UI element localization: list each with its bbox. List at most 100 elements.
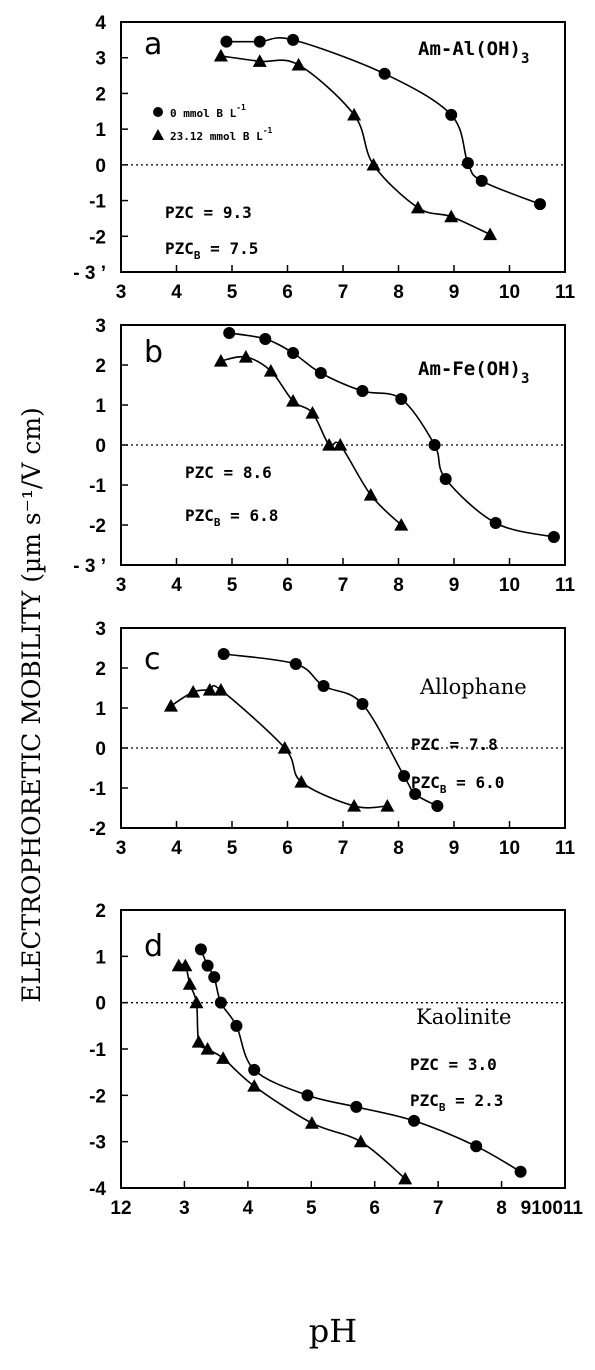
data-point-circle bbox=[439, 473, 452, 485]
data-point-circle bbox=[470, 1140, 483, 1153]
mineral-name: Am-Al(OH) bbox=[418, 38, 521, 60]
y-axis-label: ELECTROPHORETIC MOBILITY (µm s⁻¹/V cm) bbox=[17, 407, 46, 1003]
pzc-equals: = bbox=[439, 1055, 468, 1074]
data-point-circle bbox=[194, 943, 207, 956]
y-tick-label: 3 bbox=[95, 316, 106, 337]
pzc-subscript: B bbox=[214, 516, 221, 529]
data-point-circle bbox=[287, 347, 300, 359]
data-point-triangle bbox=[444, 209, 459, 223]
pzc-annotation: PZCB = 6.0 bbox=[411, 773, 504, 796]
data-point-triangle bbox=[213, 683, 228, 696]
data-point-triangle bbox=[182, 977, 197, 990]
pzc-annotation: PZC = 8.6 bbox=[185, 463, 272, 482]
data-point-triangle bbox=[410, 200, 425, 214]
mineral-label: Am-Fe(OH)3 bbox=[418, 358, 529, 387]
panel-letter: c bbox=[144, 642, 161, 677]
x-tick-label: 910011 bbox=[521, 1198, 584, 1219]
y-tick-label: 2 bbox=[95, 659, 106, 680]
data-point-triangle bbox=[347, 107, 362, 121]
panel-letter: d bbox=[144, 929, 163, 964]
data-point-circle bbox=[378, 67, 391, 80]
pzc-subscript: B bbox=[439, 1101, 446, 1114]
data-point-triangle bbox=[483, 227, 498, 241]
pzc-value: 3.0 bbox=[468, 1055, 497, 1074]
y-tick-label: -2 bbox=[89, 227, 106, 248]
legend-triangle-marker bbox=[152, 129, 164, 140]
pzc-value: 6.8 bbox=[249, 506, 278, 525]
data-point-circle bbox=[431, 800, 444, 812]
data-point-triangle bbox=[305, 406, 320, 419]
y-tick-label: 1 bbox=[95, 120, 106, 141]
mineral-label: Am-Al(OH)3 bbox=[418, 38, 529, 67]
x-tick-label: 12 bbox=[110, 1198, 131, 1219]
x-tick-label: 5 bbox=[227, 282, 238, 303]
pzc-annotation: PZCB = 2.3 bbox=[410, 1091, 503, 1114]
data-point-circle bbox=[289, 658, 302, 670]
x-tick-label: 4 bbox=[171, 575, 182, 596]
y-tick-label: -1 bbox=[89, 192, 106, 213]
data-point-triangle bbox=[294, 775, 309, 788]
pzc-label: PZC bbox=[185, 506, 214, 525]
x-tick-label: 3 bbox=[179, 1198, 190, 1219]
y-tick-label: 0 bbox=[95, 994, 106, 1015]
x-tick-label: 8 bbox=[496, 1198, 507, 1219]
y-tick-label: 1 bbox=[95, 947, 106, 968]
pzc-annotation: PZCB = 7.5 bbox=[165, 239, 258, 262]
x-tick-label: 9 bbox=[449, 838, 460, 859]
y-tick-label: 1 bbox=[95, 699, 106, 720]
data-point-circle bbox=[445, 108, 458, 121]
data-point-circle bbox=[317, 680, 330, 692]
y-tick-label: -2 bbox=[89, 516, 106, 537]
pzc-value: 7.8 bbox=[469, 735, 498, 754]
y-tick-label: -2 bbox=[89, 819, 106, 840]
pzc-equals: = bbox=[446, 1091, 475, 1110]
data-point-circle bbox=[475, 174, 488, 187]
data-point-circle bbox=[208, 971, 221, 984]
x-tick-label: 8 bbox=[393, 838, 404, 859]
pzc-annotation: PZC = 3.0 bbox=[410, 1055, 497, 1074]
x-tick-label: 10 bbox=[499, 575, 520, 596]
data-point-triangle bbox=[353, 1134, 368, 1148]
y-tick-label: 2 bbox=[95, 901, 106, 922]
mineral-name: Allophane bbox=[419, 675, 527, 699]
y-tick-label: -1 bbox=[89, 779, 106, 800]
data-point-circle bbox=[350, 1100, 363, 1113]
pzc-value: 7.5 bbox=[229, 239, 258, 258]
x-tick-label: 5 bbox=[227, 575, 238, 596]
data-point-circle bbox=[489, 517, 502, 529]
x-tick-label: 4 bbox=[171, 282, 182, 303]
data-point-triangle bbox=[178, 958, 193, 972]
pzc-label: PZC bbox=[410, 1091, 439, 1110]
pzc-equals: = bbox=[440, 735, 469, 754]
panel-letter: b bbox=[144, 335, 163, 370]
legend-superscript: -1 bbox=[236, 103, 246, 112]
data-point-circle bbox=[398, 770, 411, 782]
x-tick-label: 8 bbox=[393, 575, 404, 596]
pzc-label: PZC bbox=[410, 1055, 439, 1074]
x-tick-label: 6 bbox=[282, 575, 293, 596]
pzc-subscript: B bbox=[440, 783, 447, 796]
data-point-triangle bbox=[380, 799, 395, 812]
pzc-equals: = bbox=[214, 463, 243, 482]
legend-entry: 0 mmol B L-1 bbox=[170, 103, 246, 120]
data-point-triangle bbox=[286, 394, 301, 407]
data-point-circle bbox=[409, 788, 422, 800]
data-point-triangle bbox=[216, 1051, 231, 1064]
data-point-circle bbox=[248, 1063, 261, 1076]
pzc-label: PZC bbox=[165, 239, 194, 258]
x-tick-label: 11 bbox=[555, 838, 576, 859]
pzc-value: 8.6 bbox=[243, 463, 272, 482]
data-point-circle bbox=[408, 1114, 421, 1127]
data-point-circle bbox=[461, 157, 474, 170]
data-point-triangle bbox=[322, 438, 337, 451]
x-tick-label: 3 bbox=[116, 838, 127, 859]
mineral-name: Am-Fe(OH) bbox=[418, 358, 521, 380]
data-point-circle bbox=[214, 996, 227, 1009]
pzc-annotation: PZC = 9.3 bbox=[165, 203, 252, 222]
data-point-triangle bbox=[238, 350, 253, 363]
pzc-value: 9.3 bbox=[223, 203, 252, 222]
x-tick-label: 10 bbox=[499, 282, 520, 303]
data-point-circle bbox=[223, 327, 236, 339]
data-point-circle bbox=[534, 198, 547, 211]
